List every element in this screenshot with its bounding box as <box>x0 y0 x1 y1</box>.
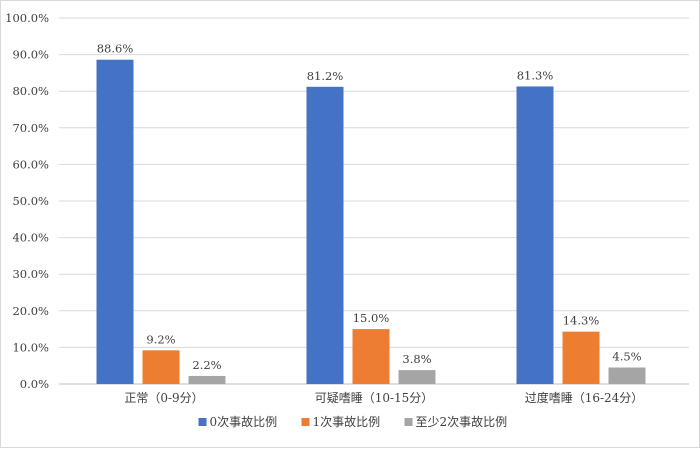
y-tick-label: 40.0% <box>12 231 49 245</box>
legend-swatch <box>198 418 207 426</box>
bar <box>188 375 226 384</box>
y-tick-label: 80.0% <box>12 84 49 98</box>
data-label: 88.6% <box>97 42 134 56</box>
category-label: 可疑嗜睡（10-15分） <box>315 390 434 405</box>
category-label: 过度嗜睡（16-24分） <box>525 390 644 405</box>
data-labels: 88.6% 9.2% 2.2% 81.2% 15.0% 3.8% 81.3% 14.3% 4.5… <box>97 42 642 372</box>
x-axis-categories: 正常（0-9分） 可疑嗜睡（10-15分） 过度嗜睡（16-24分） <box>124 390 643 405</box>
y-tick-label: 0.0% <box>20 377 49 391</box>
legend-swatch <box>301 418 310 426</box>
bar <box>142 350 180 384</box>
bars <box>96 59 646 385</box>
bar <box>306 86 344 385</box>
y-tick-label: 90.0% <box>12 48 49 62</box>
y-tick-label: 20.0% <box>12 304 49 318</box>
y-tick-label: 30.0% <box>12 267 49 281</box>
y-tick-label: 100.0% <box>5 11 49 25</box>
bar <box>96 59 134 384</box>
data-label: 14.3% <box>563 314 600 328</box>
legend-label: 1次事故比例 <box>313 414 381 429</box>
category-label: 正常（0-9分） <box>124 391 203 405</box>
data-label: 3.8% <box>402 352 431 366</box>
legend-swatch <box>404 418 413 426</box>
legend: 0次事故比例 1次事故比例 至少2次事故比例 <box>198 414 508 429</box>
data-label: 2.2% <box>192 358 221 372</box>
legend-label: 0次事故比例 <box>210 414 278 429</box>
legend-label: 至少2次事故比例 <box>416 414 508 429</box>
bar <box>516 86 554 384</box>
bar <box>398 370 436 384</box>
y-axis-ticks: 0.0% 10.0% 20.0% 30.0% 40.0% 50.0% 60.0% 70.0% 8… <box>5 11 49 391</box>
data-label: 4.5% <box>612 350 641 364</box>
bar <box>608 367 646 384</box>
data-label: 15.0% <box>353 311 390 325</box>
data-label: 9.2% <box>146 332 175 346</box>
data-label: 81.2% <box>307 69 344 83</box>
y-tick-label: 10.0% <box>12 340 49 354</box>
y-tick-label: 70.0% <box>12 121 49 135</box>
bar <box>352 329 390 384</box>
bar <box>562 331 600 384</box>
data-label: 81.3% <box>517 68 554 82</box>
y-tick-label: 50.0% <box>12 194 49 208</box>
gridlines <box>59 17 689 385</box>
y-tick-label: 60.0% <box>12 157 49 171</box>
